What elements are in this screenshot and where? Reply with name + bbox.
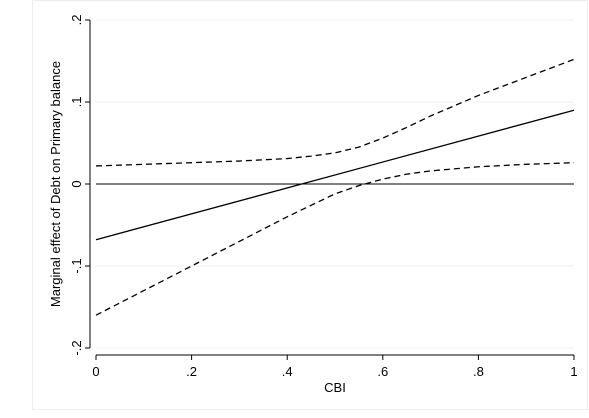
marginal-effect-line	[95, 109, 575, 241]
y-tick-label-2: 0	[69, 180, 84, 187]
x-tick-label-3: .6	[377, 364, 388, 379]
axes-layer	[85, 19, 575, 360]
x-tick-label-2: .4	[282, 364, 293, 379]
label-layer: -.2 -.1 0 .1 .2 0 .2 .4 .6 .8 1	[69, 15, 578, 379]
chart-border	[32, 0, 588, 410]
x-tick-label-1: .2	[186, 364, 197, 379]
x-tick-label-5: 1	[570, 364, 577, 379]
x-tick-label-4: .8	[473, 364, 484, 379]
x-axis-title: CBI	[324, 380, 346, 395]
upper-confidence-bound-line	[95, 58, 575, 167]
y-tick-label-4: .2	[69, 15, 84, 26]
y-tick-label-0: -.2	[69, 340, 84, 355]
series-layer	[95, 58, 575, 316]
x-tick-label-0: 0	[92, 364, 99, 379]
y-tick-label-1: -.1	[69, 258, 84, 273]
y-tick-label-3: .1	[69, 97, 84, 108]
y-axis-title: Marginal effect of Debt on Primary balan…	[48, 61, 63, 307]
lower-confidence-bound-line	[95, 162, 575, 316]
